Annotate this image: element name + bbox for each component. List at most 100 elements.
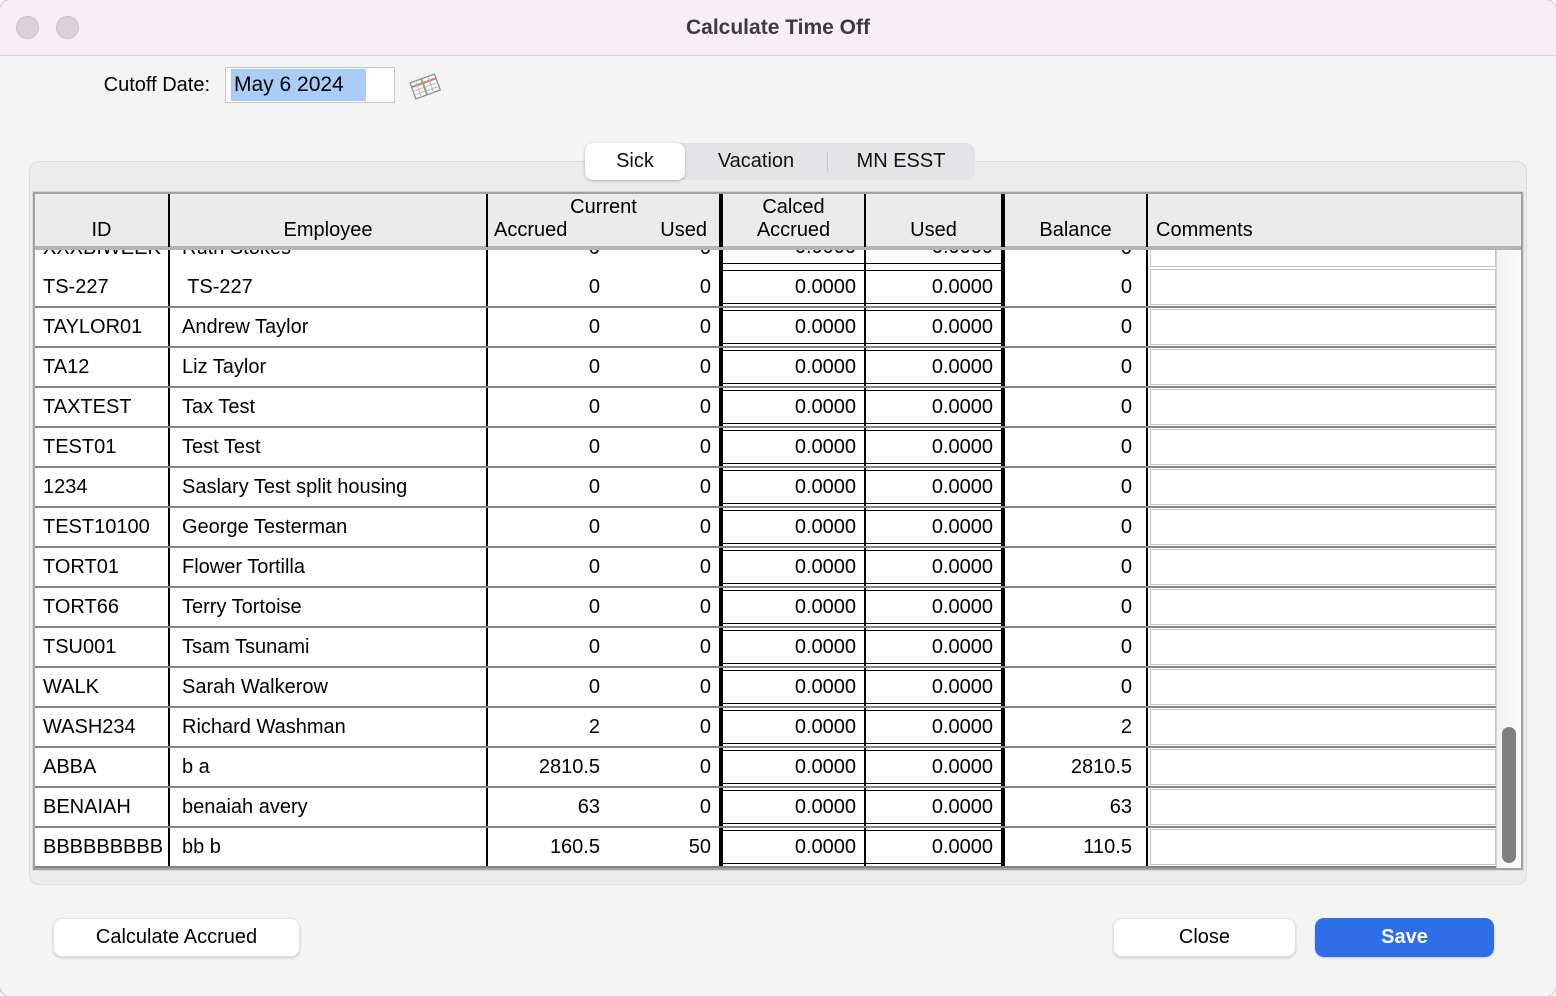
comment-field[interactable] <box>1150 589 1496 625</box>
table-row[interactable]: TEST01 Test Test 0 0 0.0000 0.0000 0 <box>35 428 1496 468</box>
calced-accrued-field[interactable]: 0.0000 <box>723 250 864 264</box>
table-row[interactable]: 1234 Saslary Test split housing 0 0 0.00… <box>35 468 1496 508</box>
calced-used-field[interactable]: 0.0000 <box>866 590 1001 624</box>
calced-accrued-field[interactable]: 0.0000 <box>723 510 864 544</box>
table-row[interactable]: TEST10100 George Testerman 0 0 0.0000 0.… <box>35 508 1496 548</box>
calced-used-field[interactable]: 0.0000 <box>866 470 1001 504</box>
cell-current-used: 0 <box>699 795 711 818</box>
calced-used-field[interactable]: 0.0000 <box>866 790 1001 824</box>
calced-accrued-field[interactable]: 0.0000 <box>723 750 864 784</box>
comment-field[interactable] <box>1150 349 1496 385</box>
calced-accrued-field[interactable]: 0.0000 <box>723 390 864 424</box>
calced-accrued-field[interactable]: 0.0000 <box>723 470 864 504</box>
cell-current-accrued: 0 <box>588 315 600 338</box>
table-row[interactable]: WALK Sarah Walkerow 0 0 0.0000 0.0000 0 <box>35 668 1496 708</box>
table-row[interactable]: XXXBIWEEK Ruth Stokes 0 0 0.0000 0.0000 … <box>35 250 1496 268</box>
table-row[interactable]: ABBA b a 2810.5 0 0.0000 0.0000 2810.5 <box>35 748 1496 788</box>
calced-used-field[interactable]: 0.0000 <box>866 350 1001 384</box>
comment-field[interactable] <box>1150 709 1496 745</box>
cell-employee: bb b <box>170 828 488 866</box>
cell-current-accrued: 0 <box>588 635 600 658</box>
table-row[interactable]: TAYLOR01 Andrew Taylor 0 0 0.0000 0.0000… <box>35 308 1496 348</box>
table-row[interactable]: BBBBBBBBB bb b 160.5 50 0.0000 0.0000 11… <box>35 828 1496 868</box>
calced-used-field[interactable]: 0.0000 <box>866 670 1001 704</box>
calced-used-field[interactable]: 0.0000 <box>866 250 1001 264</box>
calced-accrued-field[interactable]: 0.0000 <box>723 350 864 384</box>
calced-used-field[interactable]: 0.0000 <box>866 710 1001 744</box>
close-window-button[interactable] <box>16 16 39 39</box>
cell-current-accrued: 0 <box>588 275 600 298</box>
calced-used-field[interactable]: 0.0000 <box>866 270 1001 304</box>
comment-field[interactable] <box>1150 629 1496 665</box>
scrollbar-thumb[interactable] <box>1502 727 1516 863</box>
cell-current: 0 0 <box>488 588 723 626</box>
cutoff-date-input[interactable]: May 6 2024 <box>225 67 395 103</box>
table-row[interactable]: TORT66 Terry Tortoise 0 0 0.0000 0.0000 … <box>35 588 1496 628</box>
table-row[interactable]: TAXTEST Tax Test 0 0 0.0000 0.0000 0 <box>35 388 1496 428</box>
tab-sick[interactable]: Sick <box>585 143 685 180</box>
calced-used-field[interactable]: 0.0000 <box>866 550 1001 584</box>
tab-vacation[interactable]: Vacation <box>717 150 795 172</box>
calced-accrued-field[interactable]: 0.0000 <box>723 630 864 664</box>
comment-field[interactable] <box>1150 389 1496 425</box>
comment-field[interactable] <box>1150 250 1496 267</box>
cell-current: 0 0 <box>488 628 723 666</box>
table-row[interactable]: TORT01 Flower Tortilla 0 0 0.0000 0.0000… <box>35 548 1496 588</box>
comment-field[interactable] <box>1150 549 1496 585</box>
calendar-icon <box>409 73 442 100</box>
cell-comments <box>1148 708 1496 746</box>
cell-calced-used: 0.0000 <box>866 250 1005 268</box>
calced-accrued-field[interactable]: 0.0000 <box>723 710 864 744</box>
calced-accrued-field[interactable]: 0.0000 <box>723 310 864 344</box>
calced-used-field[interactable]: 0.0000 <box>866 630 1001 664</box>
calced-accrued-field[interactable]: 0.0000 <box>723 670 864 704</box>
comment-field[interactable] <box>1150 509 1496 545</box>
calced-used-field[interactable]: 0.0000 <box>866 390 1001 424</box>
comment-field[interactable] <box>1150 269 1496 305</box>
comment-field[interactable] <box>1150 469 1496 505</box>
cell-id: TORT01 <box>35 548 170 586</box>
calced-accrued-field[interactable]: 0.0000 <box>723 550 864 584</box>
cell-calced-accrued: 0.0000 <box>723 468 866 506</box>
table-row[interactable]: BENAIAH benaiah avery 63 0 0.0000 0.0000… <box>35 788 1496 828</box>
cell-calced-accrued: 0.0000 <box>723 668 866 706</box>
cell-calced-used: 0.0000 <box>866 468 1005 506</box>
calced-accrued-field[interactable]: 0.0000 <box>723 590 864 624</box>
close-button[interactable]: Close <box>1113 918 1296 957</box>
calced-used-field[interactable]: 0.0000 <box>866 830 1001 864</box>
comment-field[interactable] <box>1150 429 1496 465</box>
vertical-scrollbar[interactable] <box>1496 250 1521 868</box>
cell-balance: 0 <box>1005 628 1148 666</box>
calced-used-field[interactable]: 0.0000 <box>866 430 1001 464</box>
calced-used-field[interactable]: 0.0000 <box>866 750 1001 784</box>
comment-field[interactable] <box>1150 749 1496 785</box>
calced-accrued-field[interactable]: 0.0000 <box>723 830 864 864</box>
calced-accrued-field[interactable]: 0.0000 <box>723 270 864 304</box>
comment-field[interactable] <box>1150 829 1496 865</box>
cell-balance: 0 <box>1005 348 1148 386</box>
calced-accrued-field[interactable]: 0.0000 <box>723 430 864 464</box>
cell-comments <box>1148 348 1496 386</box>
calculate-accrued-button[interactable]: Calculate Accrued <box>53 918 300 957</box>
tab-mn-esst[interactable]: MN ESST <box>827 143 975 180</box>
table-row[interactable]: TA12 Liz Taylor 0 0 0.0000 0.0000 0 <box>35 348 1496 388</box>
header-employee: Employee <box>170 194 488 247</box>
calced-accrued-field[interactable]: 0.0000 <box>723 790 864 824</box>
cell-current-accrued: 0 <box>588 435 600 458</box>
comment-field[interactable] <box>1150 789 1496 825</box>
table-row[interactable]: TS-227 TS-227 0 0 0.0000 0.0000 0 <box>35 268 1496 308</box>
table-header: ID Employee Current Accrued Used Calced … <box>35 194 1521 250</box>
save-button[interactable]: Save <box>1315 918 1494 957</box>
calced-used-field[interactable]: 0.0000 <box>866 310 1001 344</box>
comment-field[interactable] <box>1150 669 1496 705</box>
table-row[interactable]: WASH234 Richard Washman 2 0 0.0000 0.000… <box>35 708 1496 748</box>
cell-calced-accrued: 0.0000 <box>723 268 866 306</box>
comment-field[interactable] <box>1150 309 1496 345</box>
minimize-window-button[interactable] <box>56 16 79 39</box>
cell-calced-accrued: 0.0000 <box>723 388 866 426</box>
cell-current: 0 0 <box>488 308 723 346</box>
cell-current-accrued: 63 <box>577 795 600 818</box>
calendar-picker-button[interactable] <box>404 69 446 103</box>
table-row[interactable]: TSU001 Tsam Tsunami 0 0 0.0000 0.0000 0 <box>35 628 1496 668</box>
calced-used-field[interactable]: 0.0000 <box>866 510 1001 544</box>
